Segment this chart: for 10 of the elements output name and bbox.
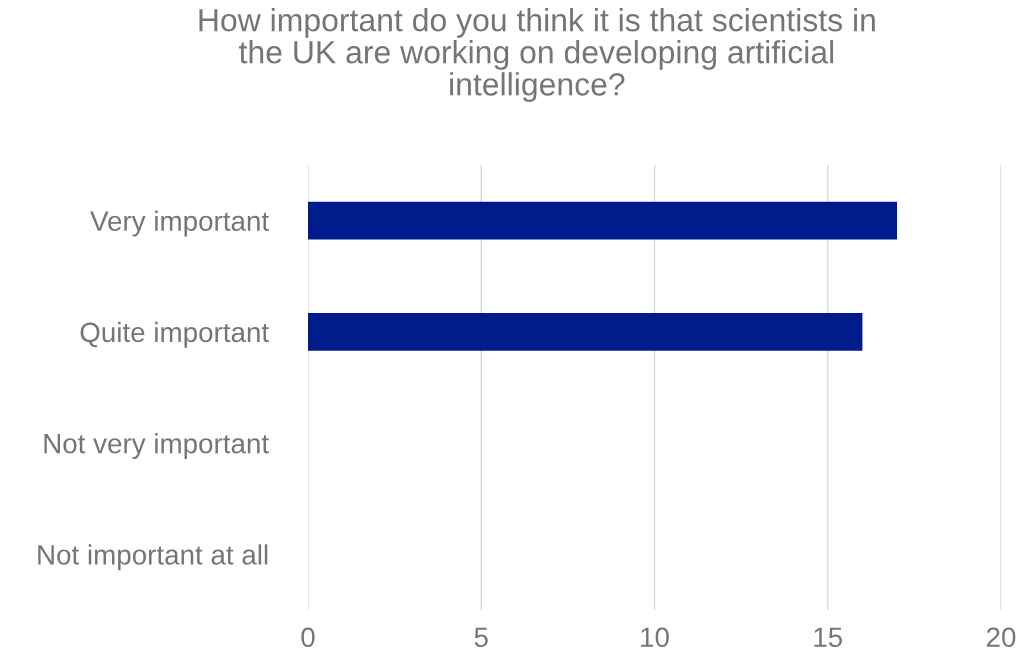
x-tick-label: 5 [474,627,488,648]
y-tick-label: Not very important [44,433,269,459]
chart-title: How important do you think it is that scientists in the UK are working on developing artificial intelligence? [199,8,875,102]
x-tick-label: 15 [814,627,843,648]
y-tick-label: Quite important [80,321,269,348]
x-tick-label: 20 [986,627,1016,648]
x-tick-label: 10 [641,627,669,648]
y-tick-label: Not important at all [38,544,268,571]
y-tick-label: Very important [90,210,269,237]
x-tick-label: 0 [301,627,315,648]
